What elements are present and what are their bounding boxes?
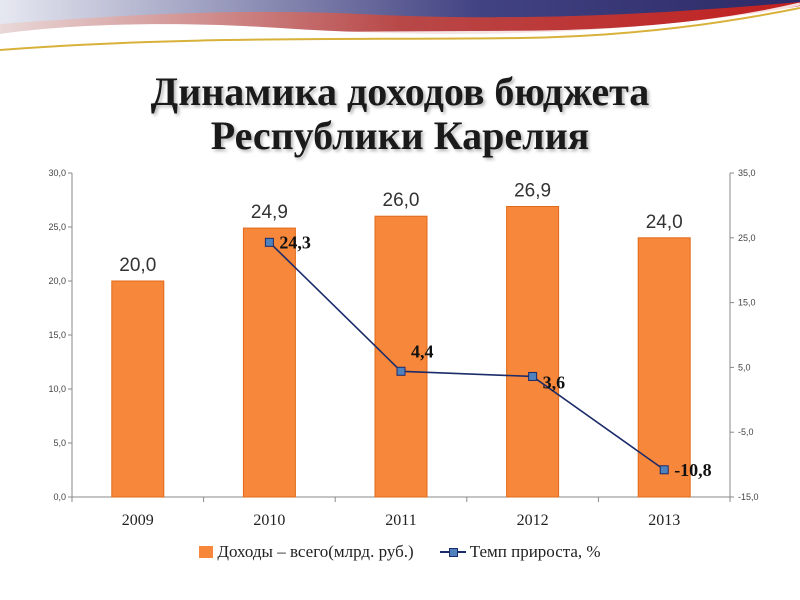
legend-bar-swatch: [199, 546, 214, 558]
growth-marker: [396, 366, 406, 376]
legend-line-swatch: [439, 546, 466, 558]
y-right-tick-label: -15,0: [738, 492, 759, 502]
y-left-tick-label: 0,0: [53, 492, 66, 502]
title-line-1: Динамика доходов бюджета: [150, 69, 650, 114]
y-left-tick-label: 10,0: [48, 384, 66, 394]
bar-income: [637, 237, 691, 498]
legend-label-income: Доходы – всего(млрд. руб.): [217, 542, 414, 561]
bar-value-label: 26,9: [514, 180, 551, 201]
x-tick-label: 2011: [385, 512, 416, 529]
growth-value-label: 4,4: [411, 341, 434, 361]
x-tick-label: 2013: [648, 512, 680, 529]
legend-item-growth: Темп прироста, %: [439, 542, 601, 562]
header-decoration: [0, 0, 800, 51]
title-line-2: Республики Карелия: [210, 113, 590, 158]
y-right-tick-label: 15,0: [738, 298, 756, 308]
growth-line: [268, 241, 665, 471]
bar-income: [374, 215, 428, 498]
deco-wave-blue: [0, 0, 800, 24]
growth-marker: [264, 237, 274, 247]
bar-value-label: 20,0: [119, 255, 156, 276]
bar-income: [111, 280, 165, 498]
y-right-tick-label: 25,0: [738, 233, 756, 243]
growth-marker: [528, 371, 538, 381]
bar-income: [242, 227, 296, 498]
bar-value-label: 26,0: [383, 190, 420, 211]
legend-item-income: Доходы – всего(млрд. руб.): [199, 542, 414, 562]
bar-income: [506, 205, 560, 498]
y-left-tick-label: 30,0: [48, 168, 66, 178]
growth-marker: [659, 465, 669, 475]
growth-value-label: -10,8: [674, 460, 712, 480]
x-tick-label: 2010: [253, 512, 285, 529]
y-left-tick-label: 25,0: [48, 222, 66, 232]
y-right-tick-label: 35,0: [738, 168, 756, 178]
page-title: Динамика доходов бюджета Республики Каре…: [0, 70, 800, 158]
y-right-tick-label: -5,0: [738, 427, 754, 437]
growth-value-label: 24,3: [279, 232, 311, 252]
y-right-tick-label: 5,0: [738, 362, 751, 372]
y-left-tick-label: 5,0: [53, 438, 66, 448]
y-left-tick-label: 15,0: [48, 330, 66, 340]
bar-value-label: 24,9: [251, 202, 288, 223]
deco-wave-white: [0, 2, 800, 48]
deco-wave-gold: [0, 7, 800, 51]
x-tick-label: 2012: [517, 512, 549, 529]
chart-legend: Доходы – всего(млрд. руб.) Темп прироста…: [0, 540, 800, 564]
bar-value-label: 24,0: [646, 212, 683, 233]
legend-label-growth: Темп прироста, %: [469, 542, 601, 561]
growth-value-label: 3,6: [543, 372, 566, 392]
y-left-tick-label: 20,0: [48, 276, 66, 286]
x-tick-label: 2009: [122, 512, 154, 529]
